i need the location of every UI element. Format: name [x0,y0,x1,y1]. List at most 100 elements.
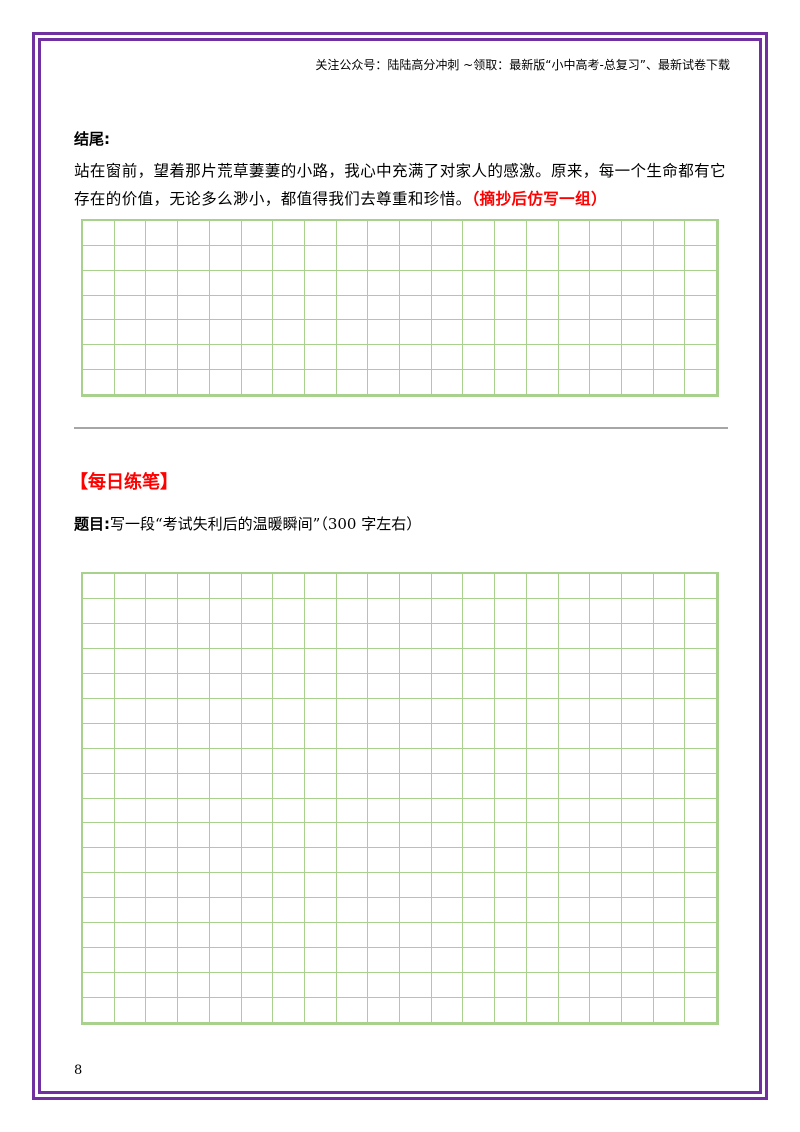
grid-cell[interactable] [83,724,115,749]
grid-cell[interactable] [685,749,717,774]
grid-cell[interactable] [559,848,591,873]
grid-cell[interactable] [685,674,717,699]
grid-cell[interactable] [463,296,495,321]
grid-cell[interactable] [400,246,432,271]
grid-cell[interactable] [463,221,495,246]
grid-cell[interactable] [83,296,115,321]
grid-cell[interactable] [242,320,274,345]
grid-cell[interactable] [432,699,464,724]
grid-cell[interactable] [400,724,432,749]
grid-cell[interactable] [305,246,337,271]
grid-cell[interactable] [590,296,622,321]
grid-cell[interactable] [622,345,654,370]
grid-cell[interactable] [273,370,305,395]
grid-cell[interactable] [210,948,242,973]
grid-cell[interactable] [368,749,400,774]
grid-cell[interactable] [115,296,147,321]
grid-cell[interactable] [337,948,369,973]
grid-cell[interactable] [115,699,147,724]
grid-cell[interactable] [590,973,622,998]
grid-cell[interactable] [178,624,210,649]
grid-cell[interactable] [115,823,147,848]
grid-cell[interactable] [305,998,337,1023]
grid-cell[interactable] [685,649,717,674]
grid-cell[interactable] [115,774,147,799]
grid-cell[interactable] [273,724,305,749]
grid-cell[interactable] [305,221,337,246]
grid-cell[interactable] [463,724,495,749]
grid-cell[interactable] [590,699,622,724]
grid-cell[interactable] [368,923,400,948]
grid-cell[interactable] [242,574,274,599]
grid-cell[interactable] [273,774,305,799]
grid-cell[interactable] [685,799,717,824]
grid-cell[interactable] [654,699,686,724]
grid-cell[interactable] [463,923,495,948]
grid-cell[interactable] [400,823,432,848]
grid-cell[interactable] [146,823,178,848]
grid-cell[interactable] [559,271,591,296]
grid-cell[interactable] [495,296,527,321]
grid-cell[interactable] [146,649,178,674]
grid-cell[interactable] [305,848,337,873]
grid-cell[interactable] [495,973,527,998]
grid-cell[interactable] [115,649,147,674]
grid-cell[interactable] [622,674,654,699]
grid-cell[interactable] [242,674,274,699]
grid-cell[interactable] [432,923,464,948]
grid-cell[interactable] [527,221,559,246]
grid-cell[interactable] [210,774,242,799]
grid-cell[interactable] [146,296,178,321]
grid-cell[interactable] [242,873,274,898]
grid-cell[interactable] [210,823,242,848]
grid-cell[interactable] [210,246,242,271]
grid-cell[interactable] [622,599,654,624]
grid-cell[interactable] [559,724,591,749]
grid-cell[interactable] [273,948,305,973]
grid-cell[interactable] [463,948,495,973]
grid-cell[interactable] [83,774,115,799]
grid-cell[interactable] [463,574,495,599]
grid-cell[interactable] [210,296,242,321]
grid-cell[interactable] [146,749,178,774]
grid-cell[interactable] [559,774,591,799]
grid-cell[interactable] [368,998,400,1023]
grid-cell[interactable] [527,271,559,296]
grid-cell[interactable] [83,873,115,898]
grid-cell[interactable] [210,574,242,599]
grid-cell[interactable] [178,898,210,923]
grid-cell[interactable] [495,345,527,370]
grid-cell[interactable] [654,774,686,799]
grid-cell[interactable] [178,799,210,824]
grid-cell[interactable] [178,823,210,848]
grid-cell[interactable] [463,370,495,395]
grid-cell[interactable] [463,799,495,824]
grid-cell[interactable] [305,973,337,998]
grid-cell[interactable] [622,998,654,1023]
grid-cell[interactable] [527,823,559,848]
grid-cell[interactable] [83,271,115,296]
grid-cell[interactable] [495,649,527,674]
grid-cell[interactable] [242,823,274,848]
grid-cell[interactable] [178,774,210,799]
grid-cell[interactable] [115,998,147,1023]
grid-cell[interactable] [495,823,527,848]
grid-cell[interactable] [654,973,686,998]
grid-cell[interactable] [463,674,495,699]
grid-cell[interactable] [305,724,337,749]
grid-cell[interactable] [210,923,242,948]
grid-cell[interactable] [337,649,369,674]
grid-cell[interactable] [432,873,464,898]
grid-cell[interactable] [432,221,464,246]
grid-cell[interactable] [368,271,400,296]
grid-cell[interactable] [622,823,654,848]
grid-cell[interactable] [178,649,210,674]
grid-cell[interactable] [654,649,686,674]
grid-cell[interactable] [400,948,432,973]
grid-cell[interactable] [83,624,115,649]
grid-cell[interactable] [273,923,305,948]
grid-cell[interactable] [527,624,559,649]
grid-cell[interactable] [527,749,559,774]
grid-cell[interactable] [337,848,369,873]
grid-cell[interactable] [495,699,527,724]
